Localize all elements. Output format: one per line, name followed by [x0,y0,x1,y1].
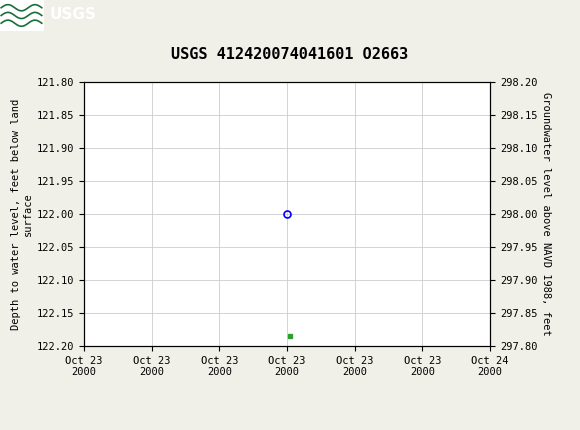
Y-axis label: Groundwater level above NAVD 1988, feet: Groundwater level above NAVD 1988, feet [541,92,551,336]
Text: USGS 412420074041601 O2663: USGS 412420074041601 O2663 [171,47,409,62]
Text: USGS: USGS [49,7,96,22]
Y-axis label: Depth to water level, feet below land
surface: Depth to water level, feet below land su… [11,98,32,329]
Bar [0,0,44,31]
